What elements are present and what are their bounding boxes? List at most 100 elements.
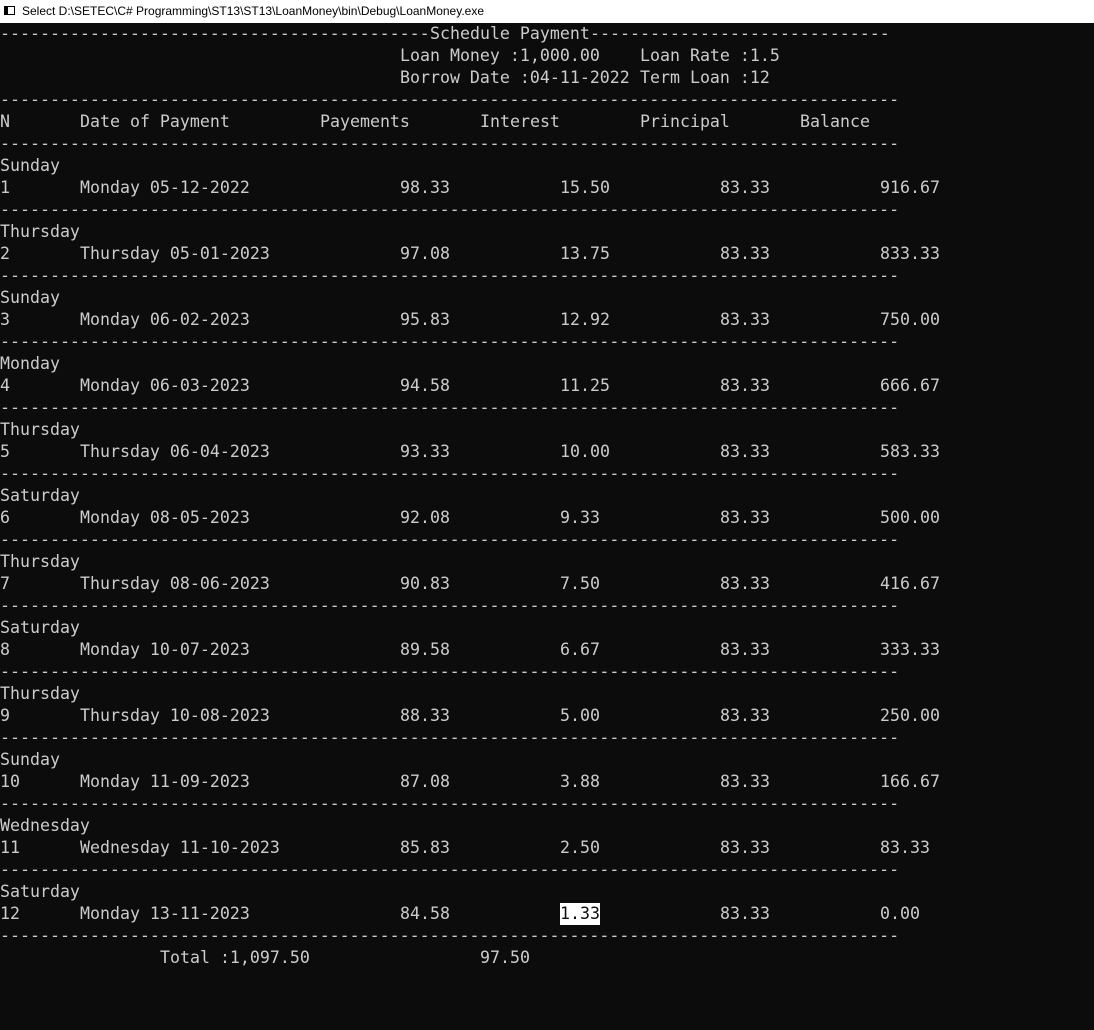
column-header-balance: Balance [800,112,870,131]
row-balance: 333.33 [880,640,940,659]
row-weekday: Sunday [0,156,60,175]
loan-rate: Loan Rate :1.5 [640,46,780,65]
loan-money: Loan Money :1,000.00 [400,46,600,65]
row-payment: 95.83 [400,310,450,329]
row-date: Monday 06-02-2023 [80,310,250,329]
row-payment: 90.83 [400,574,450,593]
row-interest: 15.50 [560,178,610,197]
row-number: 10 [0,772,20,791]
row-payment: 98.33 [400,178,450,197]
row-weekday: Thursday [0,552,80,571]
row-balance: 583.33 [880,442,940,461]
row-balance: 833.33 [880,244,940,263]
divider: ----------------------------------------… [0,926,900,945]
row-interest: 7.50 [560,574,600,593]
divider: ----------------------------------------… [0,332,900,351]
row-payment: 92.08 [400,508,450,527]
row-interest: 12.92 [560,310,610,329]
row-date: Thursday 08-06-2023 [80,574,270,593]
row-principal: 83.33 [720,706,770,725]
row-principal: 83.33 [720,904,770,923]
row-date: Monday 08-05-2023 [80,508,250,527]
row-payment: 94.58 [400,376,450,395]
row-number: 3 [0,310,10,329]
row-date: Monday 06-03-2023 [80,376,250,395]
row-payment: 89.58 [400,640,450,659]
row-weekday: Thursday [0,222,80,241]
divider: ----------------------------------------… [0,200,900,219]
row-principal: 83.33 [720,310,770,329]
column-header-interest: Interest [480,112,560,131]
row-balance: 666.67 [880,376,940,395]
divider: ----------------------------------------… [0,464,900,483]
row-number: 11 [0,838,20,857]
total-interest: 97.50 [480,948,530,967]
row-interest: 10.00 [560,442,610,461]
divider: ----------------------------------------… [0,266,900,285]
row-principal: 83.33 [720,772,770,791]
row-principal: 83.33 [720,640,770,659]
row-balance: 416.67 [880,574,940,593]
row-weekday: Sunday [0,288,60,307]
row-principal: 83.33 [720,508,770,527]
column-header-payments: Payements [320,112,410,131]
selected-interest-cell[interactable]: 1.33 [560,903,600,925]
row-date: Thursday 05-01-2023 [80,244,270,263]
row-payment: 93.33 [400,442,450,461]
row-number: 7 [0,574,10,593]
row-payment: 85.83 [400,838,450,857]
column-header-principal: Principal [640,112,730,131]
divider: ----------------------------------------… [0,794,900,813]
row-principal: 83.33 [720,376,770,395]
row-interest: 5.00 [560,706,600,725]
row-weekday: Saturday [0,486,80,505]
row-principal: 83.33 [720,442,770,461]
row-weekday: Thursday [0,420,80,439]
row-interest: 6.67 [560,640,600,659]
schedule-heading: Schedule Payment [430,24,590,43]
column-header-date: Date of Payment [80,112,230,131]
row-number: 6 [0,508,10,527]
row-date: Thursday 06-04-2023 [80,442,270,461]
row-date: Monday 10-07-2023 [80,640,250,659]
console-app-icon [4,6,15,15]
row-weekday: Saturday [0,618,80,637]
divider: ----------------------------------------… [0,530,900,549]
row-weekday: Saturday [0,882,80,901]
window-titlebar[interactable]: Select D:\SETEC\C# Programming\ST13\ST13… [0,0,1094,23]
row-number: 9 [0,706,10,725]
row-balance: 500.00 [880,508,940,527]
divider: ----------------------------------------… [0,662,900,681]
window-title: Select D:\SETEC\C# Programming\ST13\ST13… [22,4,485,18]
divider: ----------------------------------------… [0,90,900,109]
row-payment: 88.33 [400,706,450,725]
row-balance: 166.67 [880,772,940,791]
row-date: Monday 11-09-2023 [80,772,250,791]
borrow-date: Borrow Date :04-11-2022 [400,68,630,87]
divider: ----------------------------------------… [0,596,900,615]
row-principal: 83.33 [720,178,770,197]
row-balance: 250.00 [880,706,940,725]
row-number: 8 [0,640,10,659]
heading-rule-left: ----------------------------------------… [0,24,430,43]
row-principal: 83.33 [720,244,770,263]
row-balance: 916.67 [880,178,940,197]
divider: ----------------------------------------… [0,398,900,417]
term-loan: Term Loan :12 [640,68,770,87]
divider: ----------------------------------------… [0,860,900,879]
divider: ----------------------------------------… [0,134,900,153]
row-number: 1 [0,178,10,197]
row-interest: 9.33 [560,508,600,527]
row-date: Wednesday 11-10-2023 [80,838,280,857]
row-principal: 83.33 [720,574,770,593]
column-header-n: N [0,112,10,131]
console-output[interactable]: ----------------------------------------… [0,23,1094,1030]
row-number: 5 [0,442,10,461]
row-date: Monday 05-12-2022 [80,178,250,197]
row-interest: 11.25 [560,376,610,395]
row-payment: 84.58 [400,904,450,923]
row-number: 12 [0,904,20,923]
row-balance: 0.00 [880,904,920,923]
heading-rule-right: ------------------------------ [590,24,890,43]
row-interest: 13.75 [560,244,610,263]
